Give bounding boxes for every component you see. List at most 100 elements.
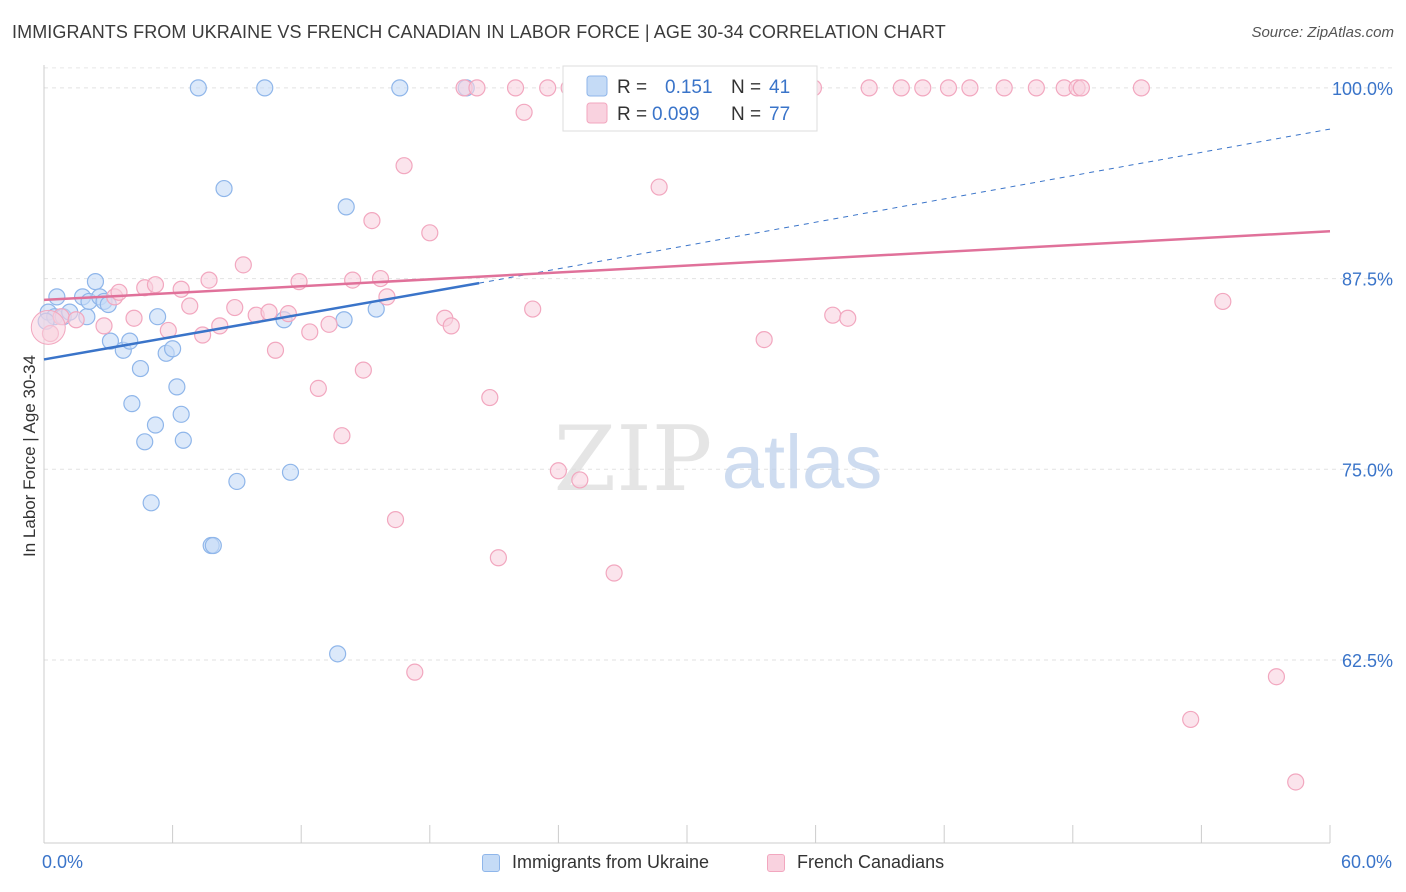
scatter-point <box>1287 773 1305 791</box>
y-tick-label: 100.0% <box>1332 79 1393 99</box>
scatter-point <box>755 330 773 349</box>
scatter-point <box>1132 79 1150 97</box>
x-tick-label-max: 60.0% <box>1340 852 1392 872</box>
legend-bottom: Immigrants from Ukraine French Canadians <box>0 852 1406 878</box>
scatter-point <box>146 276 165 294</box>
scatter-point <box>123 395 141 413</box>
legend-stats: R = 0.151 N = 41 R = 0.099 N = 77 <box>562 65 818 132</box>
watermark-zip: ZIP <box>554 407 713 512</box>
legend-n-value-ukraine: 41 <box>769 77 790 98</box>
scatter-point <box>489 549 507 567</box>
trendline-french <box>43 230 1331 302</box>
scatter-point <box>1267 668 1286 686</box>
scatter-point <box>146 416 165 434</box>
scatter-point <box>234 256 252 274</box>
legend-label-ukraine: Immigrants from Ukraine <box>512 852 710 872</box>
chart-title: IMMIGRANTS FROM UKRAINE VS FRENCH CANADI… <box>12 22 946 42</box>
scatter-point <box>101 332 120 350</box>
scatter-point-cluster <box>30 309 66 345</box>
scatter-point <box>395 157 413 175</box>
scatter-point <box>1027 79 1045 97</box>
legend-swatch-ukraine-bottom <box>482 853 500 872</box>
legend-n-label-french: N = <box>731 104 761 125</box>
scatter-point <box>860 79 878 97</box>
scatter-point <box>279 305 297 323</box>
scatter-point <box>189 79 207 97</box>
legend-swatch-ukraine <box>586 75 608 97</box>
scatter-point <box>605 564 623 582</box>
scatter-point <box>337 198 355 216</box>
scatter-point <box>892 79 910 97</box>
scatter-point <box>266 341 285 359</box>
scatter-point <box>215 179 233 198</box>
y-tick-label: 87.5% <box>1342 270 1393 290</box>
legend-r-value-ukraine: 0.151 <box>665 77 713 98</box>
y-axis-label: In Labor Force | Age 30-34 <box>20 355 39 557</box>
scatter-point <box>172 405 190 423</box>
trendline-ukraine <box>43 281 480 361</box>
scatter-point <box>421 224 439 242</box>
scatter-point <box>386 510 405 529</box>
scatter-point <box>200 271 218 289</box>
y-tick-label: 62.5% <box>1342 651 1393 671</box>
scatter-point <box>136 433 154 451</box>
scatter-point <box>309 379 327 398</box>
scatter-point <box>168 378 186 396</box>
scatter-point <box>549 462 568 480</box>
y-tick-label: 75.0% <box>1342 460 1393 480</box>
scatter-point <box>839 309 857 327</box>
scatter-point <box>142 494 160 512</box>
scatter-point <box>333 427 351 445</box>
scatter-point <box>131 359 150 378</box>
legend-r-label-french: R = <box>617 104 647 125</box>
source-label: Source: ZipAtlas.com <box>1251 24 1394 41</box>
scatter-point <box>228 472 246 491</box>
scatter-point <box>148 308 167 326</box>
scatter-point <box>1182 710 1200 729</box>
scatter-point <box>995 79 1013 97</box>
scatter-point <box>354 361 372 379</box>
scatter-point <box>1214 292 1232 311</box>
scatter-point <box>1072 79 1090 97</box>
scatter-point <box>211 317 229 335</box>
scatter-point <box>48 288 66 306</box>
scatter-point <box>371 269 390 288</box>
scatter-point <box>442 317 460 335</box>
scatter-point <box>95 317 113 335</box>
scatter-point <box>506 79 525 97</box>
scatter-point <box>281 463 300 481</box>
scatter-point <box>181 297 199 315</box>
series-french-canadians <box>30 79 1305 791</box>
scatter-point <box>961 79 979 97</box>
scatter-point <box>164 340 182 358</box>
legend-item-ukraine: Immigrants from Ukraine <box>482 852 709 873</box>
scatter-point <box>481 388 499 407</box>
legend-r-label-ukraine: R = <box>617 77 647 98</box>
scatter-point <box>67 311 85 329</box>
scatter-point <box>256 79 274 97</box>
scatter-point <box>226 298 244 317</box>
scatter-point <box>329 645 347 663</box>
scatter-point <box>125 309 143 327</box>
scatter-point <box>335 311 353 329</box>
watermark-atlas: atlas <box>722 420 883 505</box>
x-tick-label-min: 0.0% <box>42 852 84 872</box>
legend-n-label-ukraine: N = <box>731 77 761 98</box>
legend-label-french: French Canadians <box>797 852 945 872</box>
watermark: ZIP atlas <box>554 407 883 512</box>
scatter-point <box>468 79 486 97</box>
legend-item-french: French Canadians <box>767 852 944 873</box>
legend-swatch-french-bottom <box>767 853 785 872</box>
scatter-point <box>650 178 668 196</box>
scatter-point <box>344 271 362 289</box>
scatter-point <box>320 315 338 333</box>
scatter-point <box>391 79 409 97</box>
x-axis <box>43 65 1331 844</box>
scatter-point <box>824 306 842 324</box>
scatter-point <box>914 79 932 97</box>
trendline-ukraine-extension <box>479 128 1331 284</box>
y-axis: In Labor Force | Age 30-34 62.5% 75.0% 87.… <box>20 79 1393 671</box>
trendlines <box>43 128 1331 361</box>
legend-n-value-french: 77 <box>769 104 790 125</box>
